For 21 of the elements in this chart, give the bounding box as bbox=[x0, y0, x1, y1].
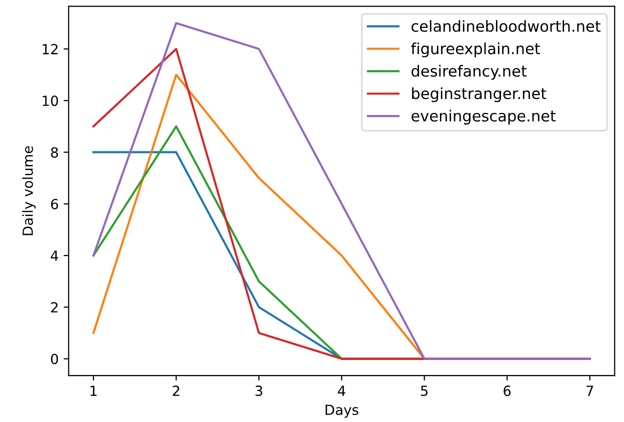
y-tick-label: 0 bbox=[50, 354, 58, 364]
y-tick-label: 2 bbox=[51, 302, 58, 312]
y-axis-title: Daily volume bbox=[22, 146, 36, 236]
x-tick-label: 1 bbox=[90, 386, 97, 396]
y-tick-label: 6 bbox=[51, 198, 58, 210]
x-tick-label: 5 bbox=[421, 386, 428, 396]
legend-label: beginstranger.net bbox=[412, 87, 546, 102]
y-tick-label: 8 bbox=[51, 147, 58, 158]
y-tick-label: 12 bbox=[42, 44, 58, 54]
x-tick-label: 4 bbox=[338, 386, 346, 396]
legend-label: desirefancy.net bbox=[412, 64, 527, 80]
legend-label: eveningescape.net bbox=[412, 110, 556, 125]
y-tick-label: 4 bbox=[50, 250, 58, 261]
x-tick-label: 6 bbox=[504, 386, 511, 396]
x-tick-label: 3 bbox=[256, 386, 262, 396]
legend-label: figureexplain.net bbox=[411, 42, 540, 58]
x-axis-title: Days bbox=[326, 404, 358, 418]
x-tick-label: 7 bbox=[586, 386, 594, 396]
legend-label: celandinebloodworth.net bbox=[412, 20, 601, 32]
y-tick-label: 10 bbox=[42, 96, 58, 106]
x-tick-label: 2 bbox=[172, 386, 180, 396]
